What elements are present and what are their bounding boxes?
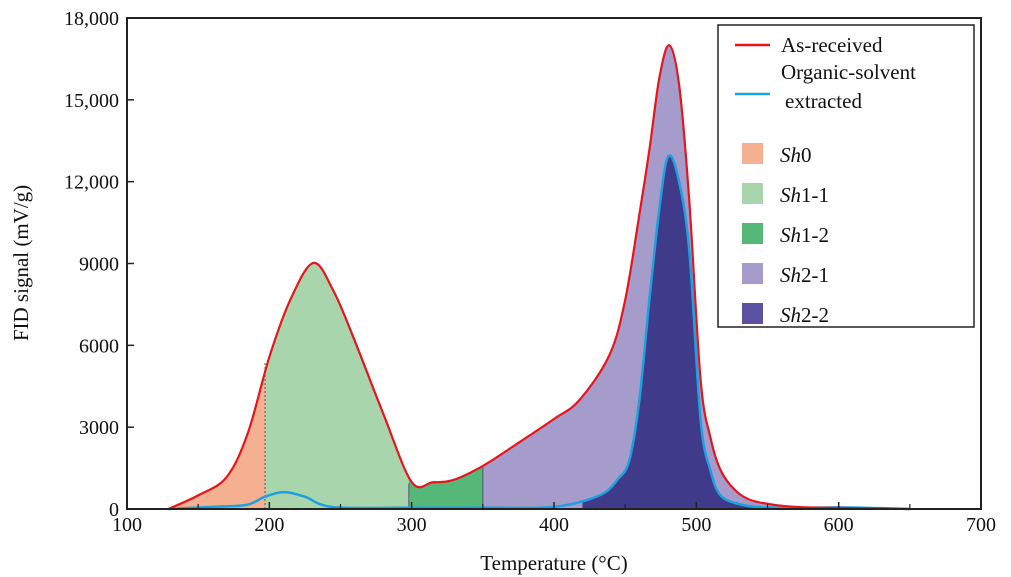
legend-label: Sh2-2 xyxy=(780,303,829,327)
region-sh2-2 xyxy=(582,155,782,509)
legend-label: Sh1-2 xyxy=(780,223,829,247)
series-line-organic-solvent-extracted xyxy=(168,154,910,511)
y-tick-label: 0 xyxy=(109,499,119,521)
legend-item: Sh1-2 xyxy=(742,223,829,247)
y-axis-label: FID signal (mV/g) xyxy=(9,185,33,341)
x-tick-label: 600 xyxy=(824,514,854,536)
legend-swatch xyxy=(742,263,763,284)
x-tick-label: 500 xyxy=(681,514,711,536)
legend-item: Sh2-2 xyxy=(742,303,829,327)
region-sh2-1 xyxy=(482,45,910,509)
series-line-as-received xyxy=(167,44,910,511)
legend-item: Sh2-1 xyxy=(742,263,829,287)
x-tick-label: 700 xyxy=(966,514,996,536)
y-tick-label: 15,000 xyxy=(64,90,119,112)
legend-label: Organic-solvent xyxy=(781,60,916,84)
legend-label: As-received xyxy=(781,33,883,57)
legend-label: Sh1-1 xyxy=(780,183,829,207)
legend-item: Sh0 xyxy=(742,143,812,167)
legend-swatch xyxy=(742,303,763,324)
y-tick-label: 6000 xyxy=(79,335,119,357)
series-lines xyxy=(167,44,910,511)
y-tick-label: 12,000 xyxy=(64,172,119,194)
x-tick-label: 100 xyxy=(112,514,142,536)
y-tick-label: 18,000 xyxy=(64,8,119,30)
legend-label: extracted xyxy=(785,89,862,113)
axis-ticks: 100 200 300 400 500 600 700 0 3000 6000 9000 12,000… xyxy=(64,8,996,536)
region-sh1-1 xyxy=(265,262,409,509)
x-tick-label: 300 xyxy=(397,514,427,536)
x-tick-label: 400 xyxy=(539,514,569,536)
legend-swatch xyxy=(742,183,763,204)
legend: As-received Organic-solvent extracted Sh0 Sh… xyxy=(717,24,975,328)
legend-item: Sh1-1 xyxy=(742,183,829,207)
legend-item: Organic-solvent extracted xyxy=(735,60,916,113)
y-tick-label: 9000 xyxy=(79,254,119,276)
x-tick-label: 200 xyxy=(254,514,284,536)
legend-swatch xyxy=(742,143,763,164)
legend-swatch xyxy=(742,223,763,244)
legend-item: As-received xyxy=(735,33,883,57)
region-sh0 xyxy=(168,371,266,509)
legend-label: Sh2-1 xyxy=(780,263,829,287)
y-tick-label: 3000 xyxy=(79,417,119,439)
x-axis-label: Temperature (°C) xyxy=(480,551,627,575)
legend-label: Sh0 xyxy=(780,143,812,167)
